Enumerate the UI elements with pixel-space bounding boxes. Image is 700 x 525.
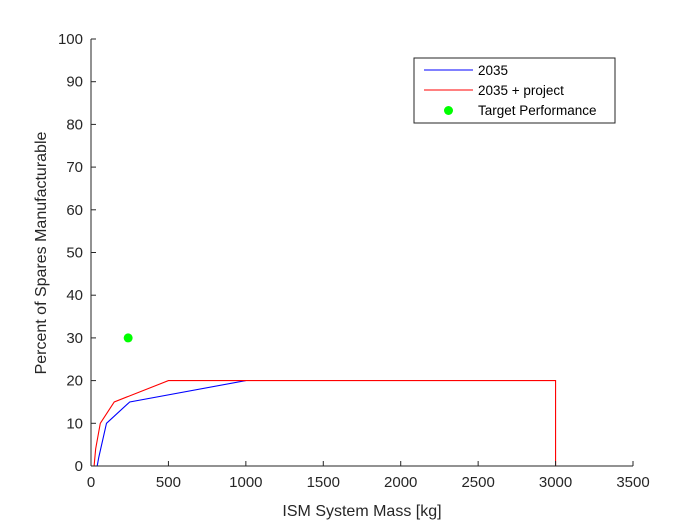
x-tick-label-2: 1000 xyxy=(229,474,262,491)
y-tick-label-6: 60 xyxy=(66,202,83,219)
y-tick-label-0: 0 xyxy=(75,458,83,475)
y-tick-label-2: 20 xyxy=(66,373,83,390)
y-tick-label-3: 30 xyxy=(66,330,83,347)
series-line-0 xyxy=(96,380,246,467)
x-tick-label-5: 2500 xyxy=(461,474,494,491)
x-tick-label-3: 1500 xyxy=(307,474,340,491)
x-tick-label-4: 2000 xyxy=(384,474,417,491)
legend-label-0: 2035 xyxy=(478,63,508,78)
y-tick-label-1: 10 xyxy=(66,415,83,432)
x-tick-label-6: 3000 xyxy=(539,474,572,491)
legend: 2035 2035 + project Target Performance xyxy=(413,57,616,124)
y-tick-label-4: 40 xyxy=(66,287,83,304)
y-tick-label-10: 100 xyxy=(58,31,83,48)
y-tick-label-5: 50 xyxy=(66,245,83,262)
y-axis-title: Percent of Spares Manufacturable xyxy=(33,132,50,375)
x-tick-label-0: 0 xyxy=(87,474,95,491)
legend-marker-2 xyxy=(444,106,453,115)
x-tick-label-1: 500 xyxy=(156,474,181,491)
axes: 0 500 1000 1500 2000 2500 3000 3500 0 10 20 30 40 50 6… xyxy=(58,31,650,491)
x-axis-title: ISM System Mass [kg] xyxy=(282,503,441,520)
legend-label-2: Target Performance xyxy=(478,103,597,118)
legend-label-1: 2035 + project xyxy=(478,83,564,98)
scatter-point-2-0 xyxy=(123,333,133,343)
series-line-1 xyxy=(93,380,557,467)
y-tick-label-7: 70 xyxy=(66,159,83,176)
plot-area xyxy=(93,333,557,467)
x-tick-label-7: 3500 xyxy=(616,474,649,491)
y-tick-label-9: 90 xyxy=(66,74,83,91)
y-tick-label-8: 80 xyxy=(66,116,83,133)
